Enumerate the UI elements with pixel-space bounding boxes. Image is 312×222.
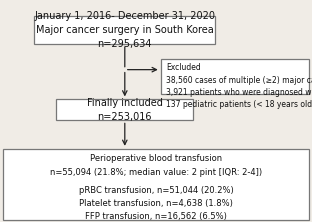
Text: Excluded
38,560 cases of multiple (≥2) major cancer surgeries
3,921 patients who: Excluded 38,560 cases of multiple (≥2) m… <box>166 63 312 109</box>
Text: Perioperative blood transfusion: Perioperative blood transfusion <box>90 154 222 163</box>
Bar <box>161 59 309 94</box>
Text: January 1, 2016- December 31, 2020
Major cancer surgery in South Korea
n=295,634: January 1, 2016- December 31, 2020 Major… <box>34 11 215 49</box>
Bar <box>34 16 215 44</box>
Bar <box>56 99 193 120</box>
Text: pRBC transfusion, n=51,044 (20.2%): pRBC transfusion, n=51,044 (20.2%) <box>79 186 233 196</box>
Text: Platelet transfusion, n=4,638 (1.8%): Platelet transfusion, n=4,638 (1.8%) <box>79 199 233 208</box>
Text: FFP transfusion, n=16,562 (6.5%): FFP transfusion, n=16,562 (6.5%) <box>85 212 227 221</box>
Bar <box>3 149 309 220</box>
Text: Finally included
n=253,016: Finally included n=253,016 <box>87 98 163 122</box>
Text: n=55,094 (21.8%; median value: 2 pint [IQR: 2-4]): n=55,094 (21.8%; median value: 2 pint [I… <box>50 168 262 177</box>
